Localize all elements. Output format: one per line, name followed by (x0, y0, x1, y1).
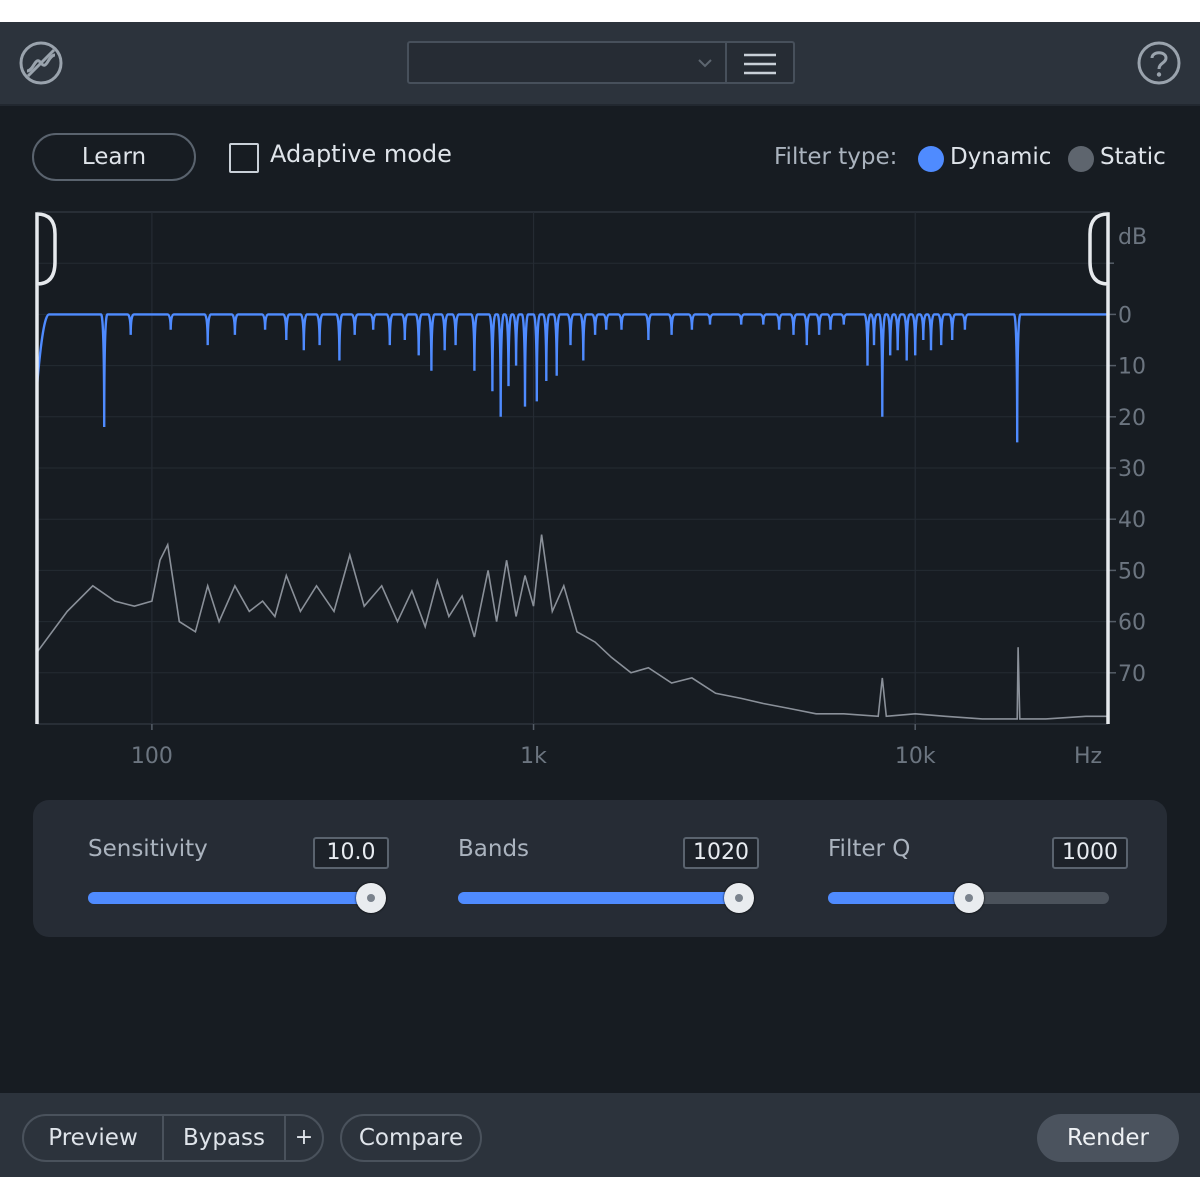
filter-q-slider-fill (828, 892, 969, 904)
frequency-tick-label: 1k (520, 744, 547, 769)
frequency-tick-label: 100 (131, 744, 173, 769)
sensitivity-slider-thumb[interactable] (356, 883, 386, 913)
filter-type-dynamic-label: Dynamic (950, 144, 1052, 170)
filter-q-value[interactable]: 1000 (1052, 837, 1128, 869)
spectral-de-ess-logo-icon[interactable] (18, 40, 64, 86)
filter-type-label: Filter type: (774, 144, 898, 170)
bands-slider[interactable] (458, 883, 754, 913)
compare-button[interactable]: Compare (340, 1114, 482, 1162)
filter-type-dynamic-radio[interactable] (918, 146, 944, 172)
filter-q-slider[interactable] (828, 883, 1109, 913)
bands-slider-thumb[interactable] (724, 883, 754, 913)
spectrum-graph[interactable]: 0 10 20 30 40 50 60 70 dB 100 1k 10k Hz (0, 22, 1200, 782)
filter-type-static-label: Static (1100, 144, 1166, 170)
db-tick-label: 10 (1118, 355, 1146, 380)
frequency-tick-label: 10k (895, 744, 936, 769)
db-axis: 0 10 20 30 40 50 60 70 dB (1107, 212, 1147, 724)
sensitivity-value[interactable]: 10.0 (313, 837, 389, 869)
title-bar (0, 22, 1200, 106)
plugin-window: Learn Adaptive mode Filter type: Dynamic… (0, 22, 1200, 1177)
bands-value[interactable]: 1020 (683, 837, 759, 869)
db-tick-label: 20 (1118, 406, 1146, 431)
bands-label: Bands (458, 836, 530, 862)
low-frequency-range-handle[interactable] (35, 212, 57, 724)
db-tick-label: 30 (1118, 457, 1146, 482)
filter-type-static-radio[interactable] (1068, 146, 1094, 172)
frequency-unit-label: Hz (1074, 744, 1102, 769)
hamburger-menu-icon (744, 53, 776, 75)
sensitivity-slider[interactable] (88, 883, 386, 913)
render-button[interactable]: Render (1037, 1114, 1179, 1162)
sensitivity-slider-fill (88, 892, 371, 904)
bands-slider-fill (458, 892, 739, 904)
preset-menu-button[interactable] (727, 41, 795, 84)
db-tick-label: 60 (1118, 611, 1146, 636)
frequency-axis: 100 1k 10k Hz (131, 724, 1102, 769)
sensitivity-label: Sensitivity (88, 836, 208, 862)
high-frequency-range-handle[interactable] (1088, 212, 1110, 724)
filter-curve-line (35, 313, 1108, 443)
input-spectrum-line (36, 534, 1108, 720)
adaptive-mode-checkbox[interactable] (229, 143, 259, 173)
filter-q-label: Filter Q (828, 836, 911, 862)
db-tick-label: 0 (1118, 303, 1132, 328)
graph-grid-horizontal (37, 262, 1108, 674)
preview-button[interactable]: Preview (22, 1114, 164, 1162)
db-tick-label: 70 (1118, 662, 1146, 687)
controls-panel: Sensitivity 10.0 Bands 1020 Filter Q 100… (33, 800, 1167, 937)
preset-dropdown[interactable] (407, 41, 727, 84)
graph-grid-vertical (151, 212, 916, 724)
chevron-down-icon (698, 59, 712, 68)
learn-button[interactable]: Learn (32, 133, 196, 181)
filter-q-slider-thumb[interactable] (953, 883, 984, 913)
adaptive-mode-label: Adaptive mode (270, 140, 452, 168)
bottom-bar: Preview Bypass + Compare Render (0, 1093, 1200, 1177)
db-tick-label: 50 (1118, 559, 1146, 584)
db-unit-label: dB (1118, 225, 1147, 250)
db-tick-label: 40 (1118, 508, 1146, 533)
bypass-add-button[interactable]: + (284, 1114, 324, 1162)
bypass-button[interactable]: Bypass (162, 1114, 286, 1162)
help-question-icon[interactable] (1136, 40, 1182, 86)
